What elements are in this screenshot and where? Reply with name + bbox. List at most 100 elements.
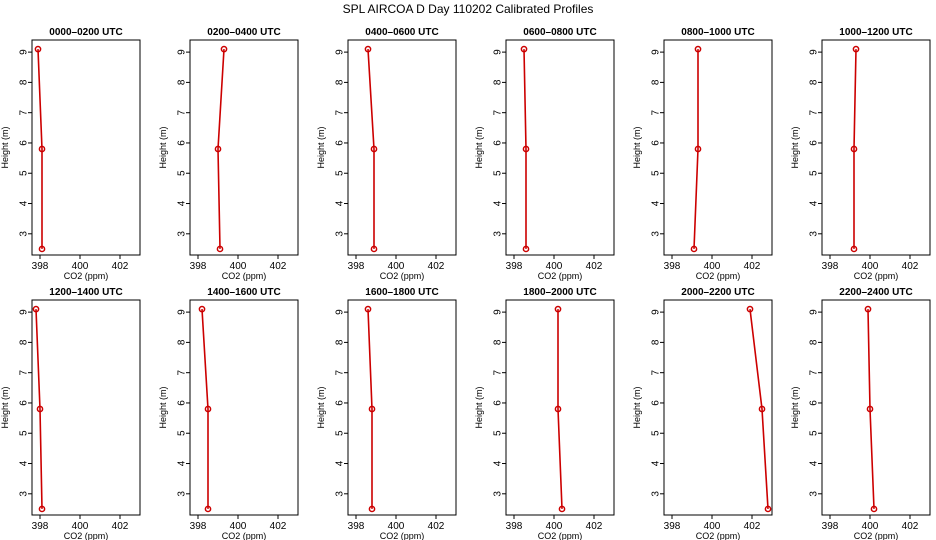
panel-title: 0000–0200 UTC — [49, 27, 122, 38]
y-tick-label: 8 — [493, 79, 504, 85]
y-tick-label: 6 — [335, 400, 346, 406]
y-tick-label: 8 — [809, 79, 820, 85]
panel-7: 1200–1400 UTC 398 400 402 3 4 5 6 7 8 9 CO2 (ppm) He… — [0, 287, 141, 540]
plot-frame — [505, 299, 615, 516]
y-tick-label: 9 — [493, 49, 504, 55]
x-tick-label: 398 — [32, 521, 49, 532]
y-tick-label: 3 — [177, 491, 188, 497]
panel-title: 1800–2000 UTC — [523, 287, 596, 298]
y-tick-label: 7 — [493, 369, 504, 375]
x-tick-label: 402 — [428, 521, 445, 532]
y-tick-label: 5 — [19, 170, 30, 176]
profile-point — [38, 245, 46, 253]
x-tick-label: 398 — [190, 521, 207, 532]
y-tick-label: 3 — [335, 491, 346, 497]
y-tick-label: 8 — [335, 79, 346, 85]
y-tick-label: 7 — [809, 369, 820, 375]
y-tick-label: 7 — [335, 369, 346, 375]
y-tick-label: 5 — [19, 430, 30, 436]
profile-line — [37, 49, 43, 249]
x-axis-label: CO2 (ppm) — [64, 271, 109, 281]
y-tick-label: 4 — [177, 460, 188, 466]
panel-4: 0600–0800 UTC 398 400 402 3 4 5 6 7 8 9 CO2 (ppm) He… — [474, 27, 615, 281]
x-tick-label: 402 — [902, 521, 919, 532]
profile-line — [367, 49, 375, 249]
y-tick-label: 3 — [177, 231, 188, 237]
y-tick-label: 7 — [19, 109, 30, 115]
y-tick-label: 4 — [493, 200, 504, 206]
profile-point — [38, 145, 46, 153]
y-tick-label: 4 — [651, 460, 662, 466]
y-tick-label: 8 — [177, 339, 188, 345]
y-tick-label: 4 — [809, 200, 820, 206]
plot-frame — [189, 39, 299, 256]
x-tick-label: 400 — [72, 261, 89, 272]
y-tick-label: 8 — [493, 339, 504, 345]
x-tick-label: 398 — [822, 261, 839, 272]
y-tick-label: 9 — [651, 49, 662, 55]
x-tick-label: 402 — [270, 261, 287, 272]
profile-point — [198, 305, 206, 313]
x-tick-label: 400 — [862, 521, 879, 532]
x-tick-label: 402 — [428, 261, 445, 272]
y-tick-label: 9 — [19, 49, 30, 55]
y-tick-label: 5 — [493, 170, 504, 176]
y-axis-label: Height (m) — [632, 126, 642, 168]
x-tick-label: 400 — [230, 521, 247, 532]
panel-title: 0600–0800 UTC — [523, 27, 596, 38]
y-axis-label: Height (m) — [316, 386, 326, 428]
y-tick-label: 6 — [177, 400, 188, 406]
y-tick-label: 6 — [19, 400, 30, 406]
profile-point — [764, 505, 772, 513]
y-tick-label: 9 — [177, 309, 188, 315]
y-tick-label: 9 — [809, 309, 820, 315]
y-axis-label: Height (m) — [0, 126, 10, 168]
y-tick-label: 7 — [19, 369, 30, 375]
x-tick-label: 398 — [664, 261, 681, 272]
y-axis-label: Height (m) — [158, 386, 168, 428]
y-tick-label: 3 — [651, 491, 662, 497]
plot-frame — [663, 39, 773, 256]
profile-line — [867, 309, 875, 509]
profile-point — [214, 145, 222, 153]
figure-title: SPL AIRCOA D Day 110202 Calibrated Profi… — [343, 2, 594, 16]
y-axis-label: Height (m) — [158, 126, 168, 168]
panel-title: 1400–1600 UTC — [207, 287, 280, 298]
panel-title: 0200–0400 UTC — [207, 27, 280, 38]
x-tick-label: 398 — [348, 261, 365, 272]
x-axis-label: CO2 (ppm) — [64, 531, 109, 540]
y-axis-label: Height (m) — [790, 386, 800, 428]
plot-frame — [189, 299, 299, 516]
y-tick-label: 5 — [651, 170, 662, 176]
x-tick-label: 398 — [32, 261, 49, 272]
y-tick-label: 6 — [493, 140, 504, 146]
profile-point — [34, 45, 42, 53]
plot-frame — [31, 299, 141, 516]
y-axis-label: Height (m) — [0, 386, 10, 428]
profile-point — [368, 405, 376, 413]
y-tick-label: 6 — [493, 400, 504, 406]
profile-point — [370, 245, 378, 253]
y-tick-label: 9 — [177, 49, 188, 55]
y-tick-label: 7 — [651, 109, 662, 115]
x-tick-label: 400 — [546, 261, 563, 272]
plot-frame — [31, 39, 141, 256]
y-tick-label: 3 — [809, 231, 820, 237]
profile-point — [694, 145, 702, 153]
panel-title: 1200–1400 UTC — [49, 287, 122, 298]
y-tick-label: 8 — [651, 79, 662, 85]
profile-point — [38, 505, 46, 513]
y-tick-label: 6 — [809, 140, 820, 146]
panel-9: 1600–1800 UTC 398 400 402 3 4 5 6 7 8 9 CO2 (ppm) He… — [316, 287, 457, 540]
y-axis-label: Height (m) — [474, 126, 484, 168]
y-tick-label: 5 — [651, 430, 662, 436]
profile-point — [520, 45, 528, 53]
x-tick-label: 398 — [664, 521, 681, 532]
x-tick-label: 402 — [586, 521, 603, 532]
profile-line — [749, 309, 769, 509]
y-tick-label: 9 — [493, 309, 504, 315]
profile-line — [557, 309, 563, 509]
panel-2: 0200–0400 UTC 398 400 402 3 4 5 6 7 8 9 CO2 (ppm) He… — [158, 27, 299, 281]
